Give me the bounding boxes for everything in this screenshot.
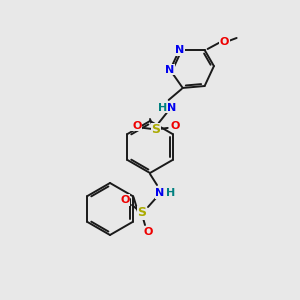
Text: O: O	[220, 37, 229, 47]
Text: O: O	[120, 195, 130, 205]
Text: N: N	[166, 65, 175, 75]
Text: H: H	[158, 103, 167, 113]
Text: N: N	[167, 103, 176, 113]
Text: S: S	[137, 206, 146, 220]
Text: H: H	[167, 188, 176, 198]
Text: O: O	[170, 121, 179, 131]
Text: N: N	[175, 45, 184, 55]
Text: O: O	[143, 227, 153, 237]
Text: N: N	[155, 188, 165, 198]
Text: O: O	[132, 121, 141, 131]
Text: S: S	[151, 123, 160, 136]
